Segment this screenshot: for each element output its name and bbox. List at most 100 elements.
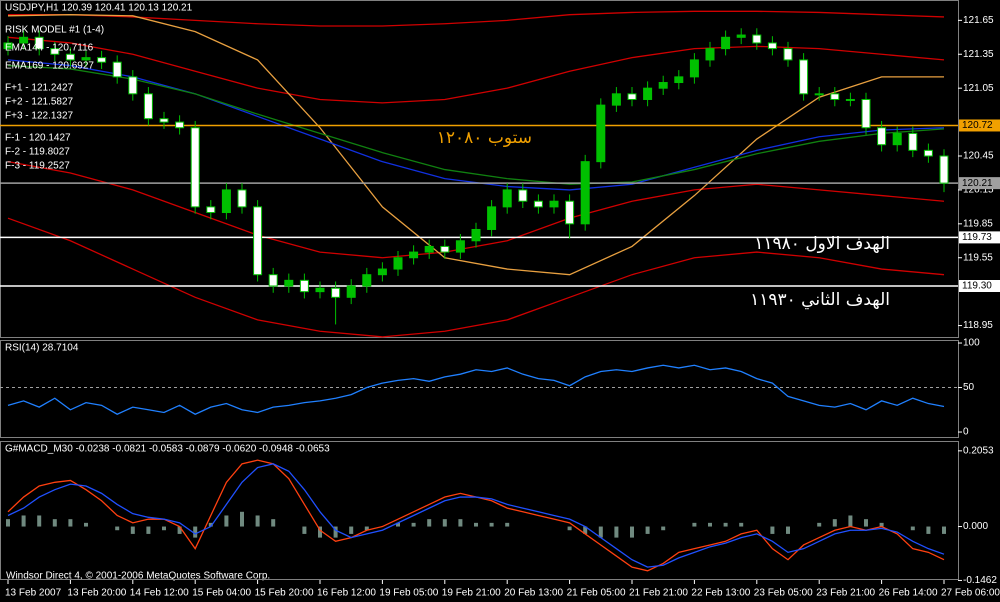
candle-body [939, 155, 949, 184]
candle-body [3, 42, 13, 50]
x-tick-label: 26 Feb 14:00 [879, 588, 938, 599]
candle-body [721, 36, 731, 50]
y-tick-label: 120.15 [963, 185, 994, 196]
panel-title: USDJPY,H1 120.39 120.41 120.13 120.21 [5, 3, 193, 14]
histogram-bar [364, 526, 369, 531]
candle-body [190, 127, 200, 208]
y-tick-label: 0.2053 [963, 445, 994, 456]
histogram-bar [224, 515, 229, 527]
candle-body [752, 34, 762, 44]
histogram-bar [567, 526, 572, 531]
candle-body [877, 127, 887, 146]
candle-body [299, 279, 309, 293]
candle-body [331, 287, 341, 298]
candle-body [471, 228, 481, 242]
candle-body [643, 87, 653, 100]
y-tick-label: 119.55 [963, 252, 993, 263]
level-tag [959, 231, 1000, 244]
y-tick-label: 0 [963, 427, 969, 438]
level-label: 120.72 [962, 120, 993, 131]
x-tick-label: 19 Feb 21:00 [442, 588, 501, 599]
x-tick-label: 16 Feb 12:00 [317, 588, 376, 599]
histogram-bar [21, 515, 26, 527]
level-label: 120.21 [962, 178, 993, 189]
histogram-bar [193, 526, 198, 538]
candle-body [253, 206, 263, 276]
histogram-bar [177, 526, 182, 534]
histogram-bar [458, 519, 463, 527]
candle-body [19, 36, 29, 44]
histogram-bar [879, 522, 884, 527]
indicator-label: F-3 - 119.2527 [5, 161, 70, 172]
candle-body [580, 161, 590, 225]
candle-body [440, 245, 450, 253]
histogram-bar [68, 519, 73, 527]
candle-body [81, 57, 91, 61]
histogram-bar [255, 515, 260, 527]
indicator-label: F-1 - 120.1427 [5, 133, 71, 144]
candle-body [175, 121, 185, 129]
indicator-label: RISK MODEL #1 (1-4) [5, 25, 104, 36]
level-tag [959, 280, 1000, 292]
y-tick-label: -0.1462 [963, 575, 997, 586]
histogram-bar [614, 526, 619, 538]
candle-body [50, 48, 60, 55]
x-tick-label: 23 Feb 21:00 [816, 588, 875, 599]
level-tag [959, 119, 1000, 132]
line [7, 14, 944, 276]
histogram-bar [37, 515, 42, 527]
histogram-bar [630, 526, 634, 538]
histogram-bar [442, 519, 447, 527]
histogram-bar [942, 526, 946, 534]
line [7, 217, 945, 338]
histogram-bar [6, 519, 10, 527]
candle-body [393, 257, 403, 270]
histogram-bar [271, 519, 276, 527]
candle-body [923, 149, 933, 157]
indicator-label: EMA169 - 120.6927 [5, 61, 94, 72]
candle-body [487, 206, 497, 230]
histogram-bar [162, 526, 166, 531]
panel-border [0, 441, 959, 580]
y-tick-label: 50 [963, 382, 975, 393]
candle-body [611, 93, 621, 106]
candle-body [237, 189, 247, 208]
histogram-bar [130, 526, 135, 534]
line [7, 364, 945, 415]
candle-body [377, 268, 387, 276]
y-tick-label: 100 [963, 338, 980, 349]
x-tick-label: 13 Feb 20:00 [67, 588, 126, 599]
candle-body [424, 245, 434, 253]
candle-body [565, 200, 575, 225]
histogram-bar [848, 515, 853, 527]
y-tick-label: 118.95 [963, 320, 993, 331]
y-tick-label: 121.05 [963, 83, 994, 94]
level-label: 119.30 [962, 281, 992, 292]
x-tick-label: 21 Feb 21:00 [629, 588, 688, 599]
candle-body [268, 274, 278, 287]
level-tag [959, 177, 1000, 190]
histogram-bar [84, 522, 88, 527]
x-tick-label: 23 Feb 05:00 [754, 588, 813, 599]
histogram-bar [411, 522, 416, 527]
histogram-bar [396, 522, 400, 527]
level-label: 119.73 [962, 232, 992, 243]
candle-body [143, 93, 153, 120]
panel-border [0, 0, 959, 338]
histogram-bar [474, 522, 478, 527]
indicator-label: F-2 - 119.8027 [5, 147, 70, 158]
footer: Windsor Direct 4, © 2001-2006 MetaQuotes… [6, 571, 270, 582]
candle-body [799, 59, 809, 95]
y-tick-label: 121.35 [963, 49, 994, 60]
histogram-bar [832, 519, 837, 527]
x-tick-label: 19 Feb 05:00 [379, 588, 438, 599]
histogram-bar [489, 522, 494, 527]
y-tick-label: 119.85 [963, 218, 993, 229]
y-tick-label: 121.65 [963, 15, 994, 26]
x-tick-label: 15 Feb 20:00 [255, 588, 314, 599]
candle-body [861, 98, 871, 129]
x-tick-label: 15 Feb 04:00 [192, 588, 251, 599]
candle-body [892, 132, 902, 146]
candle-body [783, 48, 793, 61]
